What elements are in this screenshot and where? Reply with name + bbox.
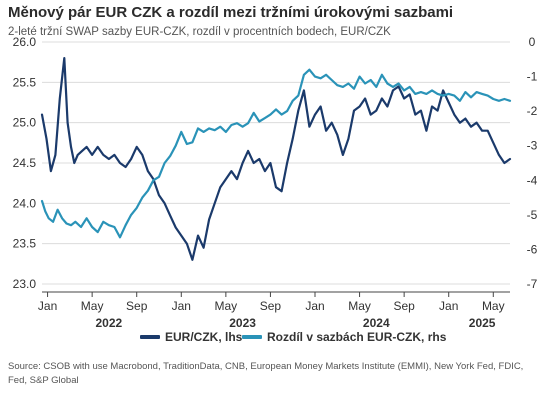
- legend: EUR/CZK, lhs Rozdíl v sazbách EUR-CZK, r…: [0, 330, 550, 350]
- series-line-diff: [40, 68, 512, 239]
- y-right-tick-label: 0: [529, 35, 536, 49]
- x-year-label: 2023: [229, 316, 256, 330]
- y-right-tick-label: -5: [527, 208, 538, 222]
- x-month-label: May: [81, 299, 104, 313]
- x-month-label: Jan: [38, 299, 57, 313]
- legend-item-diff: Rozdíl v sazbách EUR-CZK, rhs: [242, 330, 446, 344]
- y-right-tick-label: -2: [527, 104, 538, 118]
- y-right-tick-label: -4: [527, 173, 538, 187]
- x-month-label: May: [215, 299, 238, 313]
- legend-swatch-eurczk: [140, 335, 160, 339]
- x-month-label: Sep: [393, 299, 415, 313]
- x-month-label: Sep: [126, 299, 148, 313]
- x-month-label: May: [482, 299, 505, 313]
- y-left-tick-label: 25.0: [13, 116, 37, 130]
- source-note: Source: CSOB with use Macrobond, Traditi…: [8, 361, 524, 386]
- y-left-tick-label: 26.0: [13, 35, 37, 49]
- chart-title: Měnový pár EUR CZK a rozdíl mezi tržními…: [8, 4, 454, 21]
- chart-subtitle: 2-leté tržní SWAP sazby EUR-CZK, rozdíl …: [8, 26, 391, 38]
- y-left-tick-label: 23.5: [13, 237, 37, 251]
- y-right-tick-label: -6: [527, 242, 538, 256]
- x-month-label: Jan: [172, 299, 191, 313]
- legend-label-diff: Rozdíl v sazbách EUR-CZK, rhs: [267, 330, 447, 344]
- series-line-eurczk: [40, 56, 512, 261]
- y-left-tick-label: 23.0: [13, 277, 37, 291]
- y-left-tick-label: 24.5: [13, 156, 37, 170]
- y-right-tick-label: -7: [527, 277, 538, 291]
- legend-item-eurczk: EUR/CZK, lhs: [140, 330, 242, 344]
- y-right-tick-label: -1: [527, 70, 538, 84]
- legend-swatch-diff: [242, 335, 262, 339]
- chart-canvas: 23.0 23.5 24.0 24.5 25.0 25.5 26.0 -7 -6 -5 -4 -3 -2…: [13, 35, 538, 330]
- x-month-label: Sep: [260, 299, 282, 313]
- x-year-label: 2022: [96, 316, 123, 330]
- x-month-label: May: [348, 299, 371, 313]
- x-month-label: Jan: [305, 299, 324, 313]
- legend-label-eurczk: EUR/CZK, lhs: [165, 330, 243, 344]
- y-left-tick-label: 25.5: [13, 75, 37, 89]
- x-year-label: 2024: [363, 316, 390, 330]
- y-left-tick-label: 24.0: [13, 196, 37, 210]
- x-month-label: Jan: [439, 299, 458, 313]
- x-year-label: 2025: [469, 316, 496, 330]
- y-right-tick-label: -3: [527, 139, 538, 153]
